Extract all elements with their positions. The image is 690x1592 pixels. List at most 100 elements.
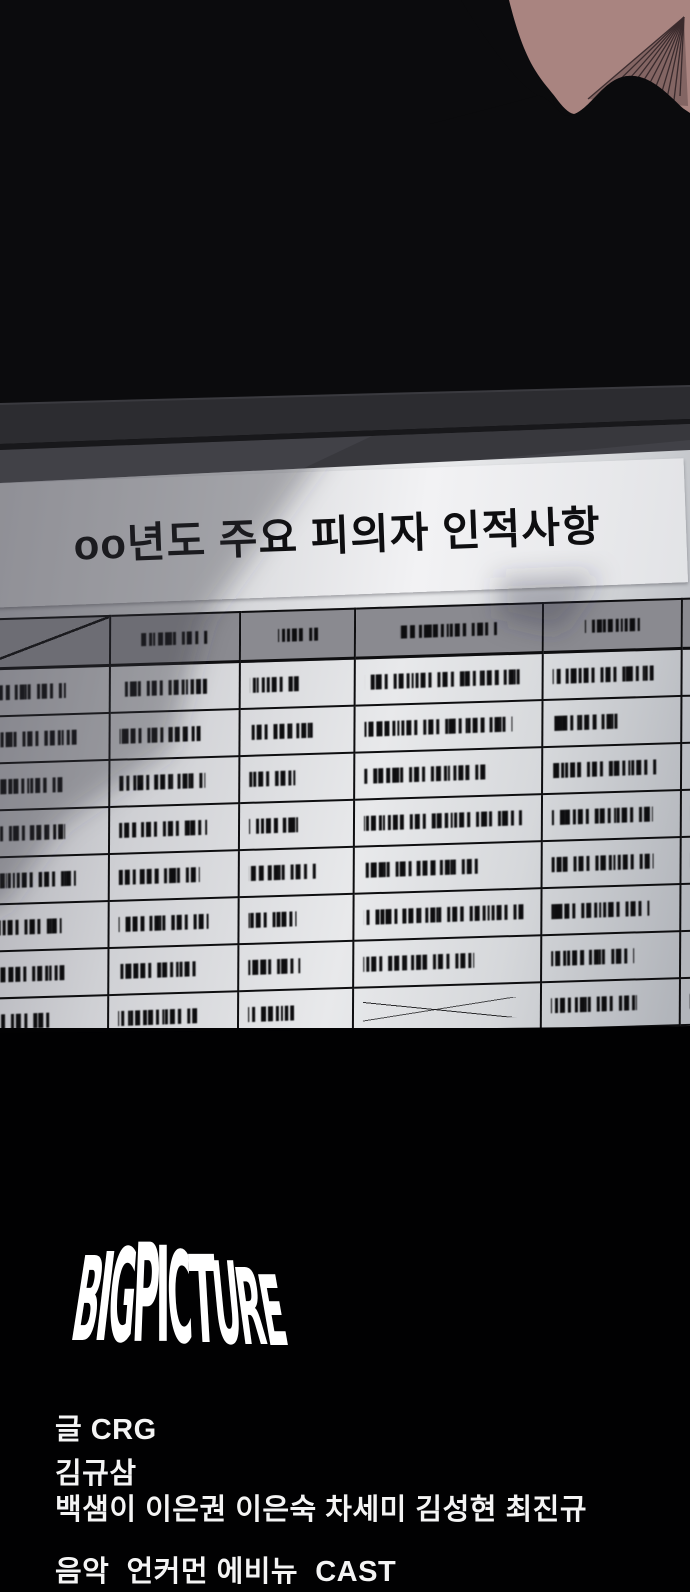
scribble-mark [0, 918, 62, 937]
table-cell [0, 902, 110, 954]
scribble-mark [248, 1005, 294, 1023]
logo-letter: C [165, 1234, 195, 1348]
scribble-mark [364, 716, 513, 737]
scribble-mark [140, 630, 210, 647]
table-cell [680, 931, 690, 980]
top-illustration [0, 0, 690, 520]
logo-letter: I [155, 1234, 170, 1348]
table-cell [354, 889, 543, 942]
table-cell [0, 854, 110, 907]
scribble-mark [119, 819, 208, 839]
document-title-strip: oo년도 주요 피의자 인적사항 [0, 458, 689, 608]
table-cell [542, 932, 682, 984]
table-cell [109, 898, 240, 950]
table-cell [0, 713, 111, 765]
scribble-mark [248, 958, 301, 976]
scribble-mark [364, 669, 520, 690]
scribble-mark [551, 806, 654, 826]
table-cell [0, 949, 110, 1001]
scribble-mark [277, 627, 318, 643]
desk-edge-top-line [0, 385, 690, 405]
suspect-document-paper: oo년도 주요 피의자 인적사항 [0, 450, 690, 1028]
scribble-mark [400, 622, 498, 639]
face-chin [509, 0, 690, 114]
scribble-mark [119, 678, 208, 697]
scribble-mark [249, 817, 299, 835]
scribble-mark [0, 729, 77, 748]
table-cell [354, 936, 543, 989]
table-header-cell [355, 601, 545, 660]
table-cell [110, 663, 241, 714]
scribble-mark [552, 665, 654, 685]
scribble-mark [0, 965, 64, 984]
desk-edge-dark-seam [0, 419, 690, 450]
table-cell [109, 945, 240, 997]
table-cell [239, 847, 355, 899]
lower-black-section [0, 1026, 690, 1592]
table-cell [0, 807, 111, 859]
scribble-mark [0, 824, 65, 842]
table-cell [110, 710, 241, 761]
table-cell [110, 757, 241, 808]
scribble-mark [551, 948, 635, 967]
table-cell [543, 696, 683, 749]
shoulder-silhouette-2 [430, 75, 690, 160]
table-cell [355, 654, 544, 707]
table-cell [681, 884, 690, 933]
table-cell [543, 649, 683, 702]
scribble-mark [551, 853, 654, 873]
table-cell [681, 742, 690, 791]
credit-artist-main: 김규삼 [55, 1458, 137, 1490]
chin-left-dark [430, 0, 537, 124]
scribble-mark [119, 725, 201, 744]
table-cell [0, 666, 111, 718]
scribble-mark [363, 810, 522, 831]
table-header-cell [110, 610, 242, 667]
credit-music-cast: 음악 언커먼 에비뉴 CAST [55, 1556, 397, 1588]
table-cell [109, 804, 241, 855]
scribble-mark [118, 913, 209, 933]
table-cell [681, 790, 690, 839]
table-cell [354, 842, 543, 895]
table-cell [542, 790, 682, 843]
scribble-mark [118, 1008, 198, 1027]
table-cell [680, 978, 690, 1027]
scribble-mark [248, 863, 316, 882]
table-cell [682, 695, 690, 744]
scribble-mark [0, 777, 63, 795]
table-cell [239, 800, 356, 852]
scribble-mark [118, 867, 201, 886]
x-strike-mark [362, 996, 518, 1022]
scribble-mark [249, 722, 317, 741]
scribble-mark [550, 995, 637, 1014]
desk-edge-fold-wedge [300, 424, 690, 476]
credit-writer: 글 CRG [55, 1414, 157, 1446]
table-cell [682, 648, 690, 697]
scribble-mark [552, 713, 622, 732]
table-header-diagonal-cell [0, 614, 112, 671]
scribble-mark [0, 1012, 50, 1028]
scribble-mark [249, 770, 297, 787]
table-cell [542, 885, 682, 937]
table-cell [355, 748, 544, 801]
scribble-mark [584, 617, 640, 633]
scribble-mark [0, 870, 76, 890]
table-cell [543, 743, 683, 796]
scribble-mark [249, 676, 300, 693]
table-cell [353, 983, 543, 1028]
scribble-mark [363, 904, 524, 926]
scribble-mark [552, 759, 657, 779]
table-cell [240, 659, 356, 711]
scribble-mark [363, 858, 482, 878]
table-cell [239, 941, 355, 993]
table-header-cell [543, 597, 683, 655]
scribble-mark [119, 772, 206, 791]
scribble-mark [248, 911, 297, 929]
table-cell [238, 988, 355, 1028]
scribble-mark [118, 961, 200, 980]
table-header-cell [240, 607, 357, 664]
scribble-mark [363, 952, 475, 972]
logo-letter: P [130, 1234, 163, 1348]
document-title: oo년도 주요 피의자 인적사항 [72, 501, 602, 569]
table-cell [109, 851, 240, 903]
